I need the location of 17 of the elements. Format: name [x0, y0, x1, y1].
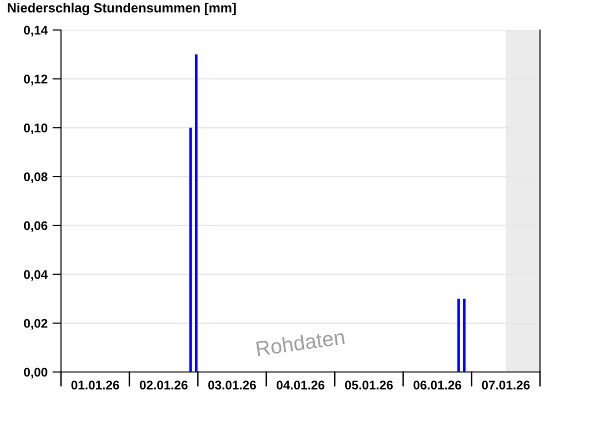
chart-title: Niederschlag Stundensummen [mm]	[8, 2, 236, 16]
x-tick-label: 07.01.26	[482, 380, 530, 390]
y-tick-label: 0,02	[24, 318, 48, 330]
y-tick-label: 0,10	[24, 124, 48, 134]
y-tick-label: 0,08	[24, 172, 48, 184]
x-tick-label: 04.01.26	[276, 380, 324, 390]
y-tick-label: 0,00	[24, 368, 48, 378]
x-tick-label: 03.01.26	[208, 380, 256, 390]
x-tick-label: 05.01.26	[345, 380, 393, 390]
x-tick-label: 06.01.26	[414, 380, 462, 390]
y-tick-label: 0,12	[24, 74, 48, 86]
x-tick-label: 01.01.26	[71, 380, 120, 390]
y-tick-label: 0,06	[24, 221, 48, 232]
annotation: Rohdaten	[256, 328, 345, 356]
x-tick-label: 02.01.26	[140, 380, 188, 390]
y-tick-label: 0,04	[24, 270, 48, 281]
y-tick-label: 0,14	[24, 26, 48, 36]
